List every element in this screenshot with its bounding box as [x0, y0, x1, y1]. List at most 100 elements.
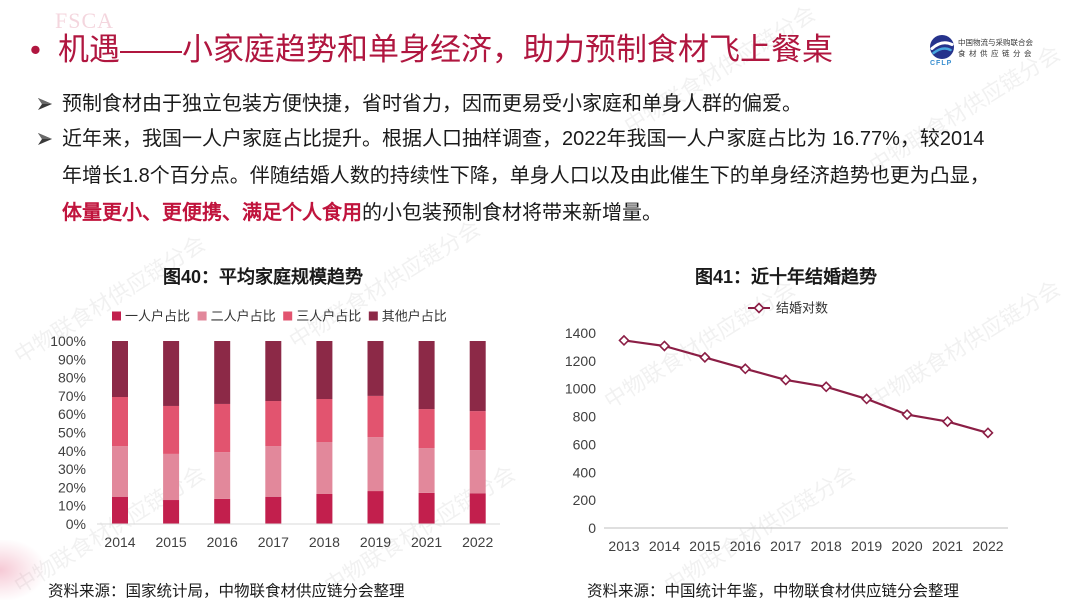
bar-segment — [469, 341, 486, 412]
bar-segment — [265, 401, 282, 447]
bar-segment — [418, 409, 435, 449]
bar-segment — [469, 493, 486, 524]
bar-segment — [316, 442, 333, 494]
bar-segment — [265, 341, 282, 402]
data-point-marker — [739, 363, 751, 375]
x-tick-label: 2016 — [730, 538, 761, 554]
bar-segment — [469, 411, 486, 451]
y-tick-label: 90% — [58, 351, 86, 367]
data-point-marker — [780, 374, 792, 386]
y-tick-label: 10% — [58, 498, 86, 514]
x-tick-label: 2017 — [770, 538, 801, 554]
arrow-bullet-icon — [38, 132, 52, 146]
bar-segment — [214, 341, 231, 404]
bar-segment — [469, 450, 486, 494]
bar-segment — [112, 496, 128, 524]
x-tick-label: 2022 — [462, 534, 493, 550]
bar-segment — [112, 446, 128, 497]
bar-segment — [112, 341, 128, 397]
x-tick-label: 2021 — [932, 538, 963, 554]
y-tick-label: 600 — [573, 436, 597, 452]
legend-label: 一人户占比 — [125, 309, 190, 324]
legend-label: 结婚对数 — [776, 301, 828, 316]
chart-source: 资料来源：国家统计局，中物联食材供应链分会整理 — [48, 583, 405, 600]
x-tick-label: 2013 — [608, 538, 639, 554]
y-tick-label: 400 — [573, 464, 597, 480]
x-tick-label: 2018 — [811, 538, 842, 554]
data-point-marker — [699, 351, 711, 364]
chart-source: 资料来源：中国统计年鉴，中物联食材供应链分会整理 — [587, 583, 960, 600]
y-tick-label: 1400 — [565, 325, 596, 341]
bar-segment — [367, 341, 384, 396]
bar-segment — [214, 498, 231, 524]
legend-label: 二人户占比 — [211, 309, 276, 324]
bar-segment — [163, 341, 180, 406]
bar-segment — [367, 395, 384, 438]
bullet-text-block: 预制食材由于独立包装方便快捷，省时省力，因而更易受小家庭和单身人群的偏爱。 — [62, 86, 802, 123]
brand-watermark: FSCA — [55, 8, 115, 33]
data-point-marker — [820, 381, 832, 393]
data-point-marker — [941, 415, 954, 428]
bar-segment — [112, 396, 128, 447]
bar-segment — [265, 446, 282, 497]
legend-label: 其他户占比 — [382, 309, 447, 324]
bar-segment — [316, 399, 333, 443]
data-point-marker — [658, 340, 671, 352]
y-tick-label: 1200 — [565, 353, 596, 369]
y-tick-label: 20% — [58, 479, 86, 495]
bar-segment — [316, 341, 333, 400]
legend-diamond-marker — [753, 302, 765, 314]
x-tick-label: 2015 — [156, 534, 187, 550]
x-tick-label: 2014 — [104, 534, 135, 550]
bar-segment — [316, 493, 333, 524]
cflp-logo: CFLP 中国物流与采购联合会 食材供应链分会 — [925, 30, 1043, 74]
x-tick-label: 2021 — [411, 534, 442, 550]
bar-segment — [418, 492, 435, 524]
bar-segment — [367, 437, 384, 492]
bar-segment — [214, 452, 231, 499]
x-tick-label: 2015 — [689, 538, 720, 554]
bar-segment — [367, 491, 384, 524]
bullet-text: 年增长1.8个百分点。伴随结婚人数的持续性下降，单身人口以及由此催生下的单身经济… — [62, 165, 990, 187]
globe-logo-icon — [929, 34, 955, 60]
bullet-text-last-line: 体量更小、更便携、满足个人食用的小包装预制食材将带来新增量。 — [62, 195, 990, 232]
y-tick-label: 200 — [573, 492, 597, 508]
bar-segment — [163, 453, 180, 501]
y-tick-label: 50% — [58, 425, 86, 441]
y-tick-label: 60% — [58, 406, 86, 422]
x-tick-label: 2018 — [309, 534, 340, 550]
highlight-text: 体量更小、更便携、满足个人食用 — [62, 202, 362, 224]
arrow-bullet-icon — [38, 97, 52, 111]
y-tick-label: 0 — [588, 520, 596, 536]
bullet-text-tail: 的小包装预制食材将带来新增量。 — [362, 202, 662, 224]
chart-title: 图40：平均家庭规模趋势 — [163, 266, 363, 287]
legend-swatch — [368, 311, 378, 321]
x-tick-label: 2020 — [892, 538, 923, 554]
data-point-marker — [982, 427, 994, 439]
chart-family-size: 图40：平均家庭规模趋势 一人户占比 二人户占比 三人户占比 其他户占比 0% 10% 20%… — [30, 255, 520, 560]
decorative-blob — [0, 540, 44, 600]
bar-segment — [418, 341, 435, 410]
y-tick-label: 0% — [66, 516, 86, 532]
logo-branch-name: 食材供应链分会 — [958, 49, 1035, 58]
legend-swatch — [283, 311, 293, 321]
logo-abbreviation: CFLP — [930, 60, 953, 67]
x-tick-label: 2019 — [360, 534, 391, 550]
bar-segment — [163, 500, 180, 524]
bullet-text-block: 近年来，我国一人户家庭占比提升。根据人口抽样调查，2022年我国一人户家庭占比为… — [62, 121, 990, 232]
legend-swatch — [197, 311, 207, 321]
title-bullet: • — [30, 32, 41, 67]
y-tick-label: 30% — [58, 461, 86, 477]
y-tick-label: 100% — [50, 333, 86, 349]
data-point-marker — [618, 334, 630, 347]
x-tick-label: 2017 — [258, 534, 289, 550]
slide-title-text: 机遇——小家庭趋势和单身经济，助力预制食材飞上餐桌 — [58, 32, 833, 67]
bullet-text: 预制食材由于独立包装方便快捷，省时省力，因而更易受小家庭和单身人群的偏爱。 — [62, 93, 802, 115]
bar-segment — [214, 403, 231, 453]
y-tick-label: 1000 — [565, 381, 596, 397]
logo-org-name: 中国物流与采购联合会 — [958, 38, 1033, 47]
bar-segment — [418, 448, 435, 493]
